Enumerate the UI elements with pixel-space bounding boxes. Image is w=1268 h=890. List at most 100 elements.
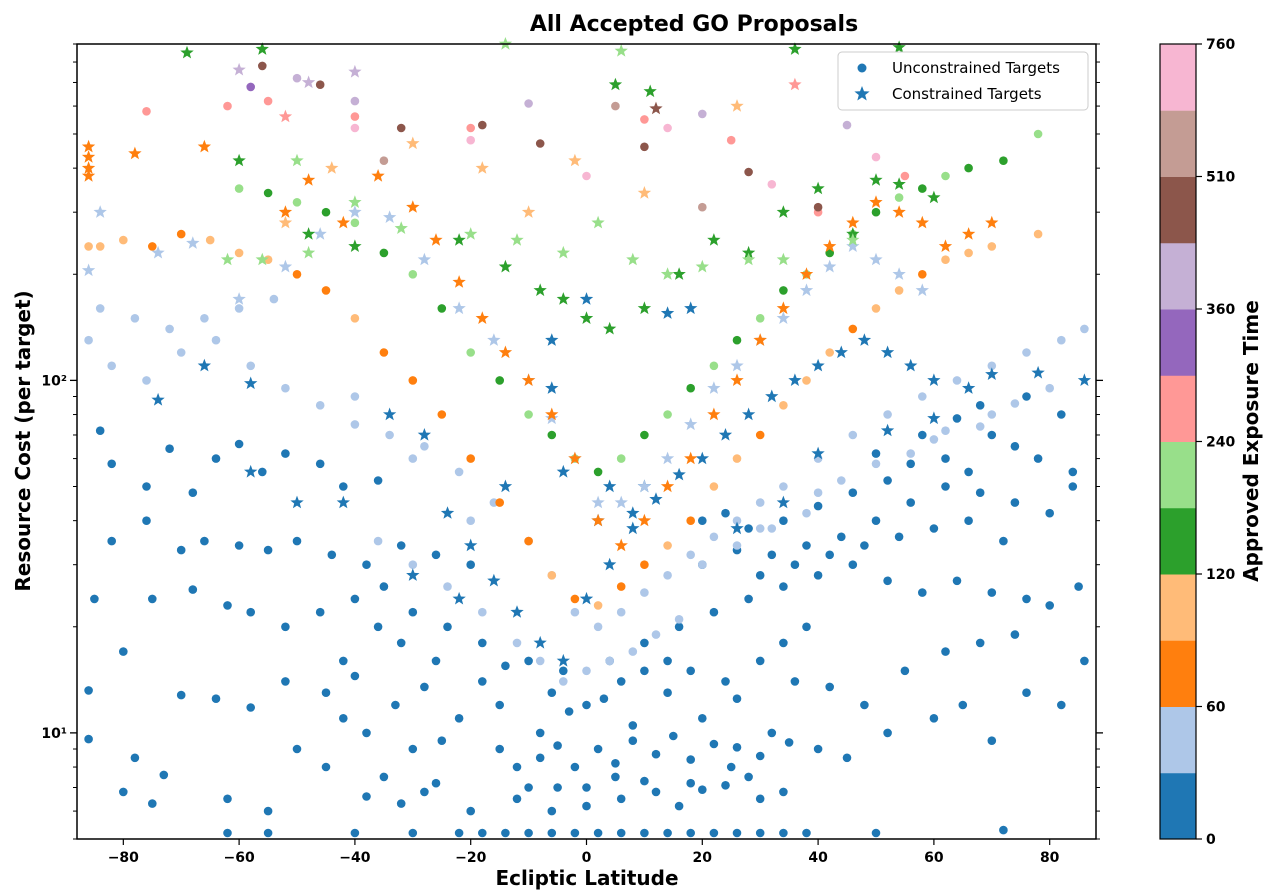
circle-point-1-72	[84, 242, 93, 251]
star-point-2-44	[452, 591, 466, 605]
circle-point-0-21	[999, 825, 1008, 835]
circle-point-0-14	[779, 828, 788, 838]
circle-point-1-164	[611, 101, 620, 111]
star-point-2-169	[788, 77, 802, 91]
star-point-2-28	[904, 358, 918, 372]
star-point-2-98	[545, 407, 559, 421]
star-point-2-172	[348, 64, 362, 78]
star-point-2-89	[301, 173, 316, 186]
circle-point-0-81	[223, 601, 232, 610]
star-point-2-159	[591, 215, 605, 229]
circle-point-0-71	[860, 700, 869, 710]
circle-point-1-98	[802, 376, 811, 385]
circle-point-0-165	[669, 731, 678, 741]
star-point-2-34	[545, 333, 559, 346]
circle-point-0-65	[663, 688, 672, 697]
circle-point-0-212	[790, 560, 800, 569]
circle-point-1-3	[176, 348, 186, 357]
circle-point-1-19	[663, 571, 672, 580]
circle-point-1-9	[385, 430, 394, 440]
star-point-2-170	[278, 109, 293, 123]
circle-point-0-9	[663, 828, 672, 838]
circle-point-0-168	[732, 743, 742, 752]
circle-point-1-60	[408, 560, 418, 569]
star-point-2-136	[672, 267, 686, 280]
star-point-2-73	[730, 358, 744, 372]
circle-point-0-55	[321, 688, 331, 697]
circle-point-1-52	[559, 677, 568, 686]
circle-point-0-7	[616, 828, 626, 838]
colorbar-segment-10	[1160, 110, 1196, 177]
legend-circle-marker	[857, 63, 867, 73]
circle-point-0-206	[744, 524, 753, 533]
circle-point-1-114	[408, 270, 418, 279]
circle-point-0-117	[431, 550, 441, 560]
circle-point-1-156	[315, 80, 325, 89]
y-axis-ticks: 10¹ 10²	[41, 43, 1103, 840]
star-point-2-118	[278, 215, 293, 229]
star-point-2-134	[603, 321, 617, 335]
circle-point-0-121	[767, 550, 777, 560]
circle-point-0-142	[373, 476, 383, 485]
colorbar-tick-label-0: 0	[1206, 832, 1216, 848]
y-axis-label: Resource Cost (per target)	[11, 290, 35, 591]
circle-point-1-67	[941, 426, 950, 436]
circle-point-1-95	[732, 454, 742, 463]
legend-star-marker	[854, 86, 870, 101]
circle-point-0-128	[1010, 498, 1020, 507]
star-point-2-112	[869, 195, 883, 208]
circle-point-0-176	[547, 806, 557, 816]
circle-point-0-143	[871, 449, 881, 458]
circle-point-1-42	[466, 516, 476, 525]
circle-point-0-202	[373, 622, 383, 632]
star-point-2-107	[753, 333, 767, 346]
circle-point-0-171	[437, 736, 447, 745]
legend: Unconstrained Targets Constrained Target…	[837, 51, 1089, 111]
circle-point-0-2	[501, 828, 510, 838]
circle-point-1-39	[269, 294, 279, 304]
star-point-2-26	[857, 333, 872, 346]
circle-point-0-115	[362, 560, 371, 569]
star-point-2-16	[626, 521, 640, 535]
circle-point-0-217	[964, 516, 973, 525]
x-tick-label-6: 40	[808, 850, 828, 866]
circle-point-0-56	[350, 671, 360, 681]
circle-point-0-102	[952, 576, 962, 586]
circle-point-0-167	[709, 739, 719, 749]
x-tick-label-1: −60	[224, 850, 255, 866]
colorbar-segment-1	[1160, 706, 1196, 774]
star-point-2-104	[684, 451, 698, 465]
circle-point-0-147	[987, 430, 997, 440]
star-point-2-6	[383, 407, 397, 421]
circle-point-0-54	[281, 677, 290, 686]
circle-point-1-93	[686, 516, 695, 525]
circle-point-1-85	[495, 498, 505, 507]
star-point-2-137	[707, 233, 721, 246]
circle-point-0-213	[825, 550, 834, 560]
circle-point-0-184	[779, 787, 788, 797]
star-point-2-92	[406, 200, 420, 213]
circle-point-1-94	[709, 482, 719, 491]
legend-constrained-label: Constrained Targets	[892, 85, 1042, 103]
star-point-2-14	[579, 591, 594, 605]
star-point-2-130	[498, 259, 513, 273]
circle-point-1-166	[350, 123, 360, 133]
circle-point-0-101	[918, 588, 927, 597]
circle-point-1-145	[640, 115, 649, 124]
circle-point-0-146	[964, 467, 973, 477]
circle-point-0-99	[848, 560, 858, 569]
circle-point-1-152	[524, 99, 533, 108]
circle-point-0-53	[246, 703, 255, 712]
circle-point-0-85	[350, 594, 360, 604]
star-point-2-128	[348, 239, 362, 252]
star-point-2-151	[220, 252, 235, 266]
star-point-2-0	[151, 392, 165, 406]
circle-point-1-146	[726, 135, 736, 145]
star-point-2-162	[695, 259, 709, 273]
circle-point-0-177	[582, 783, 591, 792]
circle-point-1-86	[524, 536, 533, 546]
circle-point-0-13	[755, 828, 765, 838]
star-point-2-75	[776, 311, 790, 324]
circle-point-0-34	[292, 744, 302, 754]
star-point-2-157	[510, 233, 524, 246]
